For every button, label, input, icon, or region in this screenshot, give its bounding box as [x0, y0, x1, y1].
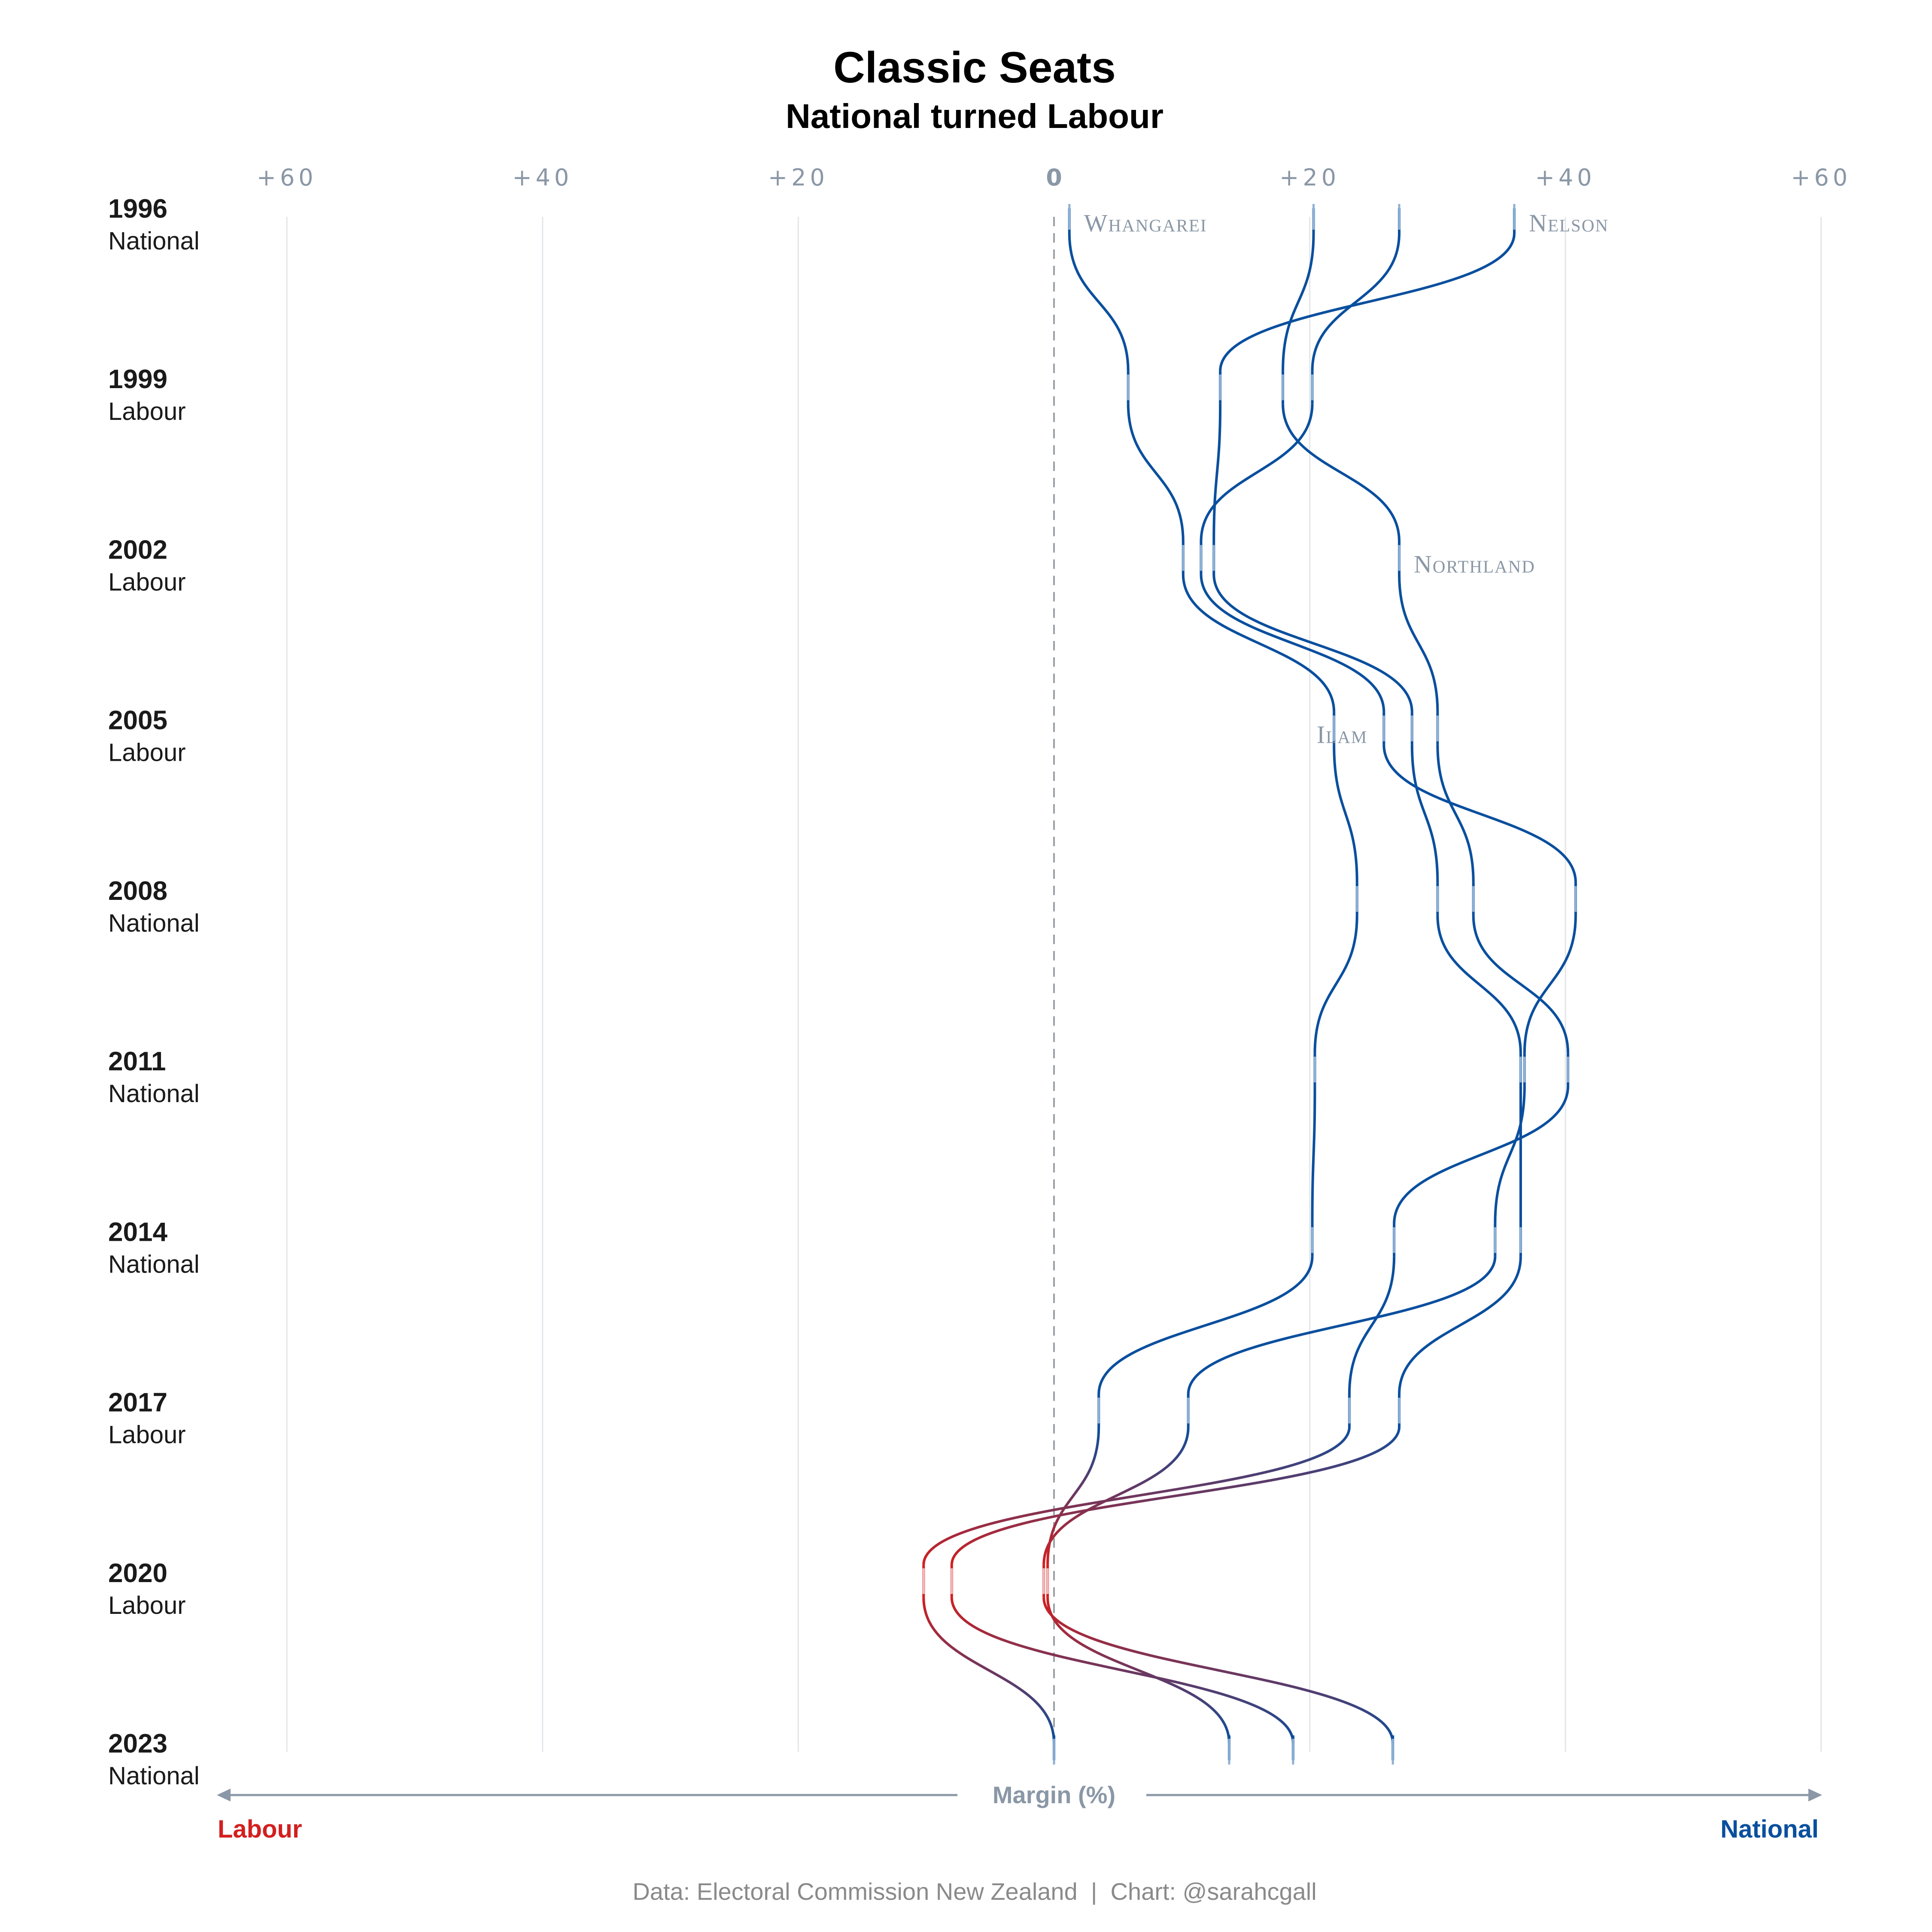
election-markers — [922, 204, 1577, 1765]
year-label: 1996 — [108, 194, 167, 224]
series-northland — [922, 208, 1570, 1760]
x-tick-label: +20 — [1279, 164, 1340, 191]
series-segment — [1523, 915, 1577, 1054]
series-segment — [1200, 574, 1385, 712]
series-segment — [1382, 744, 1577, 883]
series-segment — [950, 1427, 1401, 1565]
series-nelson — [950, 208, 1522, 1760]
series-segment — [1046, 1597, 1230, 1744]
winner-label: National — [108, 909, 200, 937]
x-tick-label: +40 — [1535, 164, 1596, 191]
series-segment — [1182, 574, 1336, 712]
series-segment — [1097, 1256, 1314, 1394]
grid-lines — [286, 217, 1822, 1752]
x-tick-label: 0 — [1046, 164, 1062, 191]
year-label: 2017 — [108, 1388, 167, 1418]
seat-label-northland: Northland — [1414, 550, 1535, 578]
winner-label: Labour — [108, 398, 186, 425]
series-segment — [1436, 915, 1522, 1054]
winner-label: National — [108, 1080, 200, 1108]
series-segment — [1494, 1086, 1526, 1224]
series-segment — [1436, 744, 1475, 883]
year-label: 2005 — [108, 706, 167, 735]
x-axis-title: Margin (%) — [993, 1781, 1115, 1808]
series-segment — [1393, 1086, 1570, 1224]
winner-label: Labour — [108, 739, 186, 767]
winner-label: Labour — [108, 568, 186, 596]
series-segment — [1212, 404, 1222, 542]
x-tick-label: +60 — [257, 164, 317, 191]
x-tick-label: +20 — [768, 164, 829, 191]
series-segment — [1200, 404, 1314, 542]
year-label: 2014 — [108, 1217, 167, 1247]
winner-label: National — [108, 1250, 200, 1278]
series-segment — [1042, 1427, 1190, 1565]
national-side-label: National — [1720, 1815, 1819, 1843]
series-segment — [1348, 1256, 1396, 1394]
winner-label: National — [108, 227, 200, 255]
election-labels: 1996 National 1999 Labour 2002 Labour 2005 Labo… — [108, 194, 200, 1790]
x-tick-label: +40 — [512, 164, 573, 191]
x-tick-label: +60 — [1791, 164, 1851, 191]
year-label: 2002 — [108, 535, 167, 565]
seat-labels: Whangarei Nelson Northland Ilam — [1084, 209, 1609, 749]
series-segment — [1282, 233, 1315, 371]
series-segment — [1187, 1256, 1497, 1394]
series-segment — [1398, 574, 1439, 712]
winner-label: Labour — [108, 1421, 186, 1449]
series-whangarei — [1046, 208, 1358, 1760]
series-segment — [1219, 233, 1516, 371]
year-label: 2011 — [108, 1047, 166, 1076]
series-segment — [1311, 1086, 1316, 1224]
year-label: 1999 — [108, 365, 167, 394]
series-segment — [1042, 1597, 1394, 1744]
series-lines — [922, 208, 1577, 1760]
seat-label-whangarei: Whangarei — [1084, 209, 1207, 237]
year-label: 2020 — [108, 1558, 167, 1588]
series-segment — [1046, 1427, 1100, 1565]
winner-label: Labour — [108, 1592, 186, 1619]
series-segment — [950, 1597, 1294, 1744]
winner-label: National — [108, 1762, 200, 1790]
series-segment — [1333, 744, 1358, 883]
labour-side-label: Labour — [218, 1815, 302, 1843]
seat-label-nelson: Nelson — [1529, 209, 1609, 237]
series-segment — [1472, 915, 1570, 1054]
series-segment — [1127, 404, 1185, 542]
series-segment — [1313, 915, 1358, 1054]
year-label: 2023 — [108, 1729, 167, 1759]
series-segment — [1212, 574, 1413, 712]
series-segment — [1410, 744, 1439, 883]
series-segment — [1282, 404, 1401, 542]
x-tick-labels: +60 +40 +20 0 +20 +40 +60 — [257, 164, 1851, 191]
series-segment — [1068, 233, 1130, 371]
seat-label-ilam: Ilam — [1317, 721, 1367, 749]
data-credit: Data: Electoral Commission New Zealand |… — [632, 1878, 1316, 1905]
chart-subtitle: National turned Labour — [786, 97, 1163, 135]
series-segment — [922, 1427, 1351, 1565]
chart-title: Classic Seats — [833, 43, 1116, 92]
year-label: 2008 — [108, 876, 167, 906]
series-segment — [1398, 1256, 1522, 1394]
margin-axis-left-arrow-icon — [217, 1789, 231, 1801]
series-segment — [922, 1597, 1055, 1744]
series-segment — [1311, 233, 1401, 371]
margin-axis-right-arrow-icon — [1808, 1789, 1822, 1801]
